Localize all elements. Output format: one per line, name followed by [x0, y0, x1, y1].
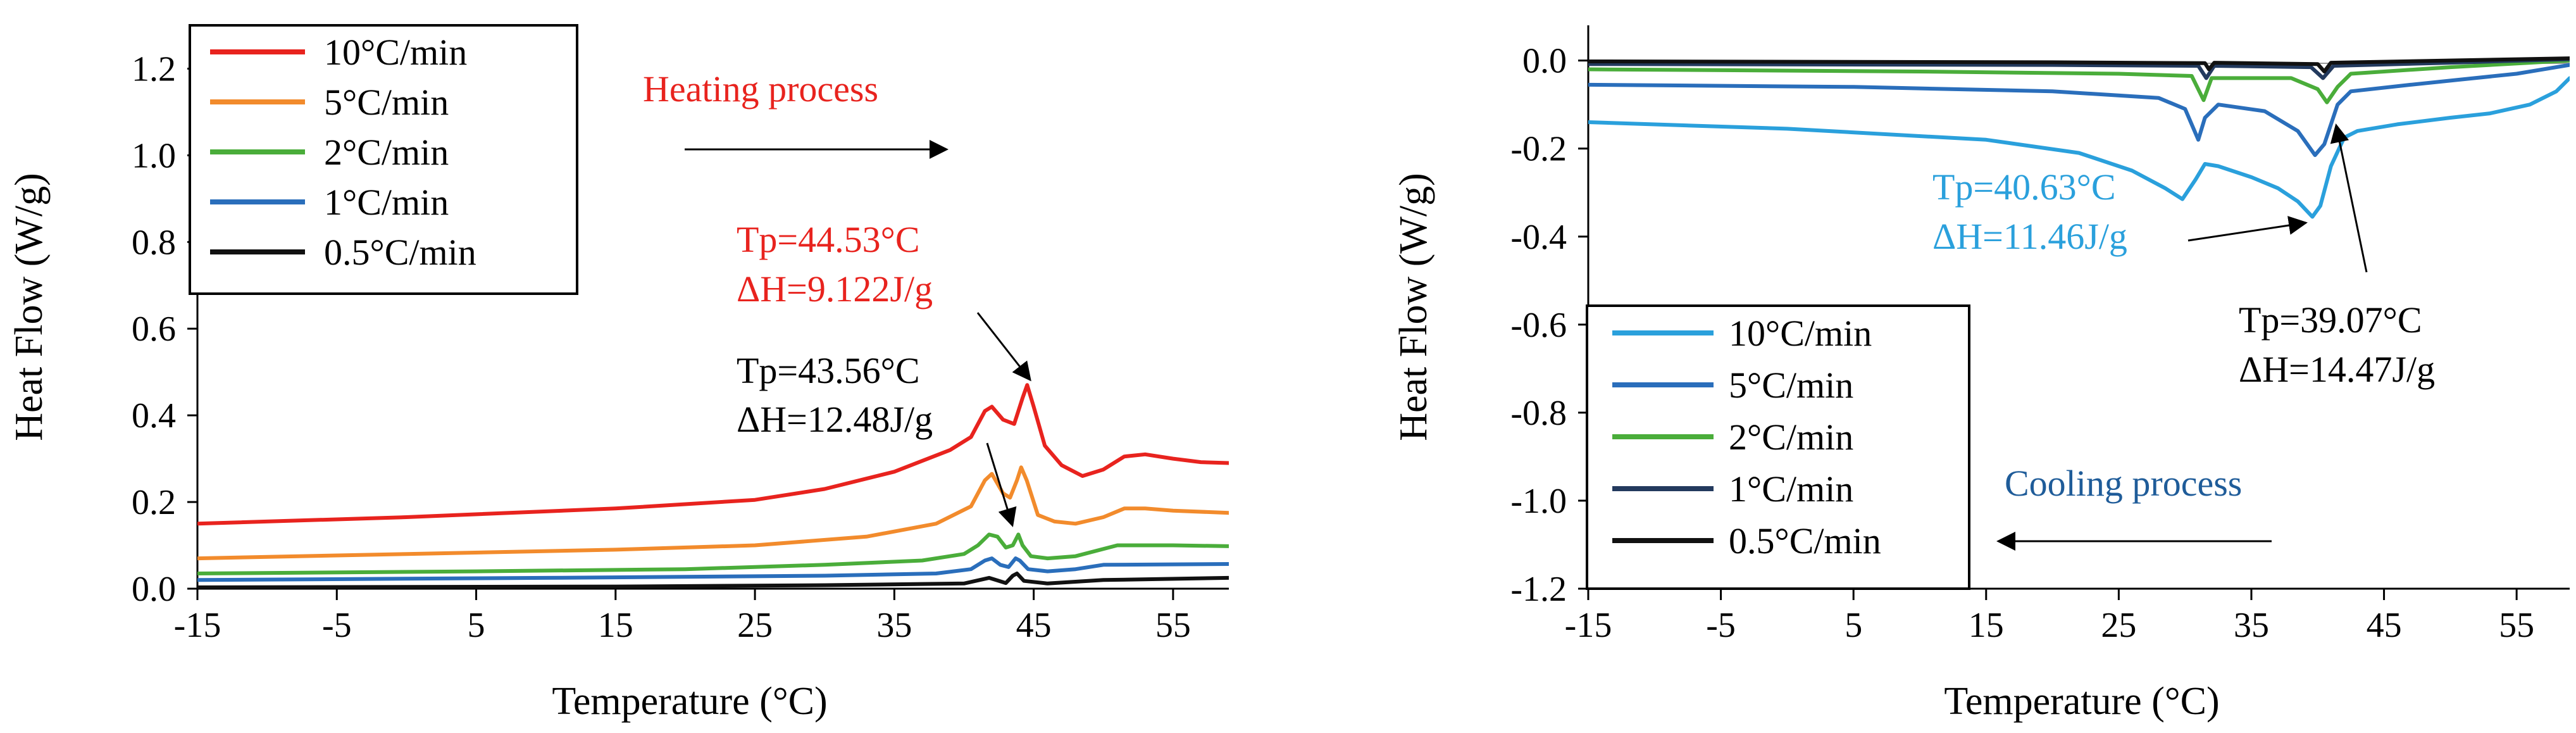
- y-tick-label: -0.2: [1510, 130, 1567, 169]
- legend-label: 1°C/min: [324, 182, 449, 223]
- heating-chart: -15 -5 5 15 25 35 45 55 0.0 0.2 0.4 0.6 0.8 1.0 1.2 T…: [8, 24, 1229, 723]
- cooling-legend: 10°C/min 5°C/min 2°C/min 1°C/min 0.5°C/min: [1586, 304, 1970, 590]
- y-tick-label: 0.0: [1522, 42, 1567, 81]
- x-tick-label: 5: [1845, 606, 1862, 645]
- legend-label: 0.5°C/min: [1729, 520, 1881, 561]
- x-tick-label: 35: [2234, 606, 2269, 645]
- y-tick-label: 0.6: [132, 310, 176, 349]
- legend-label: 10°C/min: [324, 32, 467, 73]
- heating-peak2-dh: ΔH=12.48J/g: [737, 399, 933, 440]
- x-tick-label: -15: [174, 606, 221, 645]
- heating-peak2-tp: Tp=43.56°C: [737, 350, 920, 391]
- y-tick-label: 0.2: [132, 483, 176, 522]
- heating-legend: 10°C/min 5°C/min 2°C/min 1°C/min 0.5°C/min: [189, 24, 578, 295]
- series-line-1Cmin: [1588, 57, 2570, 80]
- cooling-x-ticks: -15 -5 5 15 25 35 45 55: [1565, 589, 2534, 645]
- x-tick-label: 15: [598, 606, 633, 645]
- heating-peak2-arrow: [986, 442, 1017, 527]
- heating-x-ticks: -15 -5 5 15 25 35 45 55: [174, 589, 1191, 645]
- x-tick-label: 25: [737, 606, 773, 645]
- cooling-series: [1588, 56, 2570, 219]
- y-tick-label: -1.2: [1510, 570, 1567, 609]
- cooling-y-axis-title: Heat Flow (W/g): [1392, 173, 1435, 441]
- heating-legend-box: [189, 24, 578, 295]
- x-tick-label: 5: [468, 606, 485, 645]
- x-tick-label: -15: [1565, 606, 1612, 645]
- heating-y-ticks: 0.0 0.2 0.4 0.6 0.8 1.0 1.2: [132, 49, 197, 609]
- y-tick-label: -0.8: [1510, 394, 1567, 433]
- x-tick-label: 55: [1155, 606, 1191, 645]
- y-tick-label: -0.6: [1510, 306, 1567, 345]
- legend-label: 1°C/min: [1729, 468, 1853, 510]
- series-line-1Cmin: [197, 556, 1229, 582]
- legend-label: 0.5°C/min: [324, 232, 476, 273]
- cooling-peak1-dh: ΔH=11.46J/g: [1932, 216, 2127, 257]
- legend-label: 10°C/min: [1729, 313, 1872, 354]
- series-line-5Cmin: [197, 465, 1229, 561]
- x-tick-label: 55: [2499, 606, 2534, 645]
- heating-y-axis-title: Heat Flow (W/g): [8, 173, 51, 441]
- cooling-chart: -15 -5 5 15 25 35 45 55 0.0 -0.2 -0.4 -0.6 -0.8 -1.0…: [1392, 25, 2570, 723]
- heating-series: [197, 383, 1229, 589]
- x-tick-label: 45: [1016, 606, 1052, 645]
- x-tick-label: 45: [2367, 606, 2402, 645]
- cooling-y-ticks: 0.0 -0.2 -0.4 -0.6 -0.8 -1.0 -1.2: [1510, 42, 1588, 609]
- series-line-2Cmin: [197, 532, 1229, 575]
- y-tick-label: 0.0: [132, 570, 176, 609]
- cooling-peak2-tp: Tp=39.07°C: [2239, 299, 2422, 341]
- heating-peak1-arrow: [976, 312, 1031, 382]
- heating-x-axis-title: Temperature (°C): [552, 680, 827, 723]
- x-tick-label: -5: [322, 606, 352, 645]
- series-line-2Cmin: [1588, 58, 2570, 104]
- cooling-peak2-arrow: [2330, 123, 2368, 273]
- y-tick-label: 0.8: [132, 223, 176, 262]
- cooling-peak1-tp: Tp=40.63°C: [1932, 166, 2116, 208]
- cooling-x-axis-title: Temperature (°C): [1944, 680, 2219, 723]
- cooling-peak2-dh: ΔH=14.47J/g: [2239, 349, 2435, 390]
- y-tick-label: 1.0: [132, 136, 176, 175]
- series-line-5Cmin: [1588, 63, 2570, 158]
- legend-label: 2°C/min: [324, 132, 449, 173]
- y-tick-label: 1.2: [132, 49, 176, 89]
- legend-label: 2°C/min: [1729, 417, 1853, 458]
- y-tick-label: 0.4: [132, 396, 176, 435]
- y-tick-label: -1.0: [1510, 482, 1567, 521]
- series-line-0.5Cmin: [1588, 56, 2570, 73]
- series-line-10Cmin: [1588, 76, 2570, 219]
- series-line-0.5Cmin: [197, 572, 1229, 589]
- legend-label: 5°C/min: [324, 82, 449, 123]
- x-tick-label: 25: [2101, 606, 2136, 645]
- heating-process-label: Heating process: [643, 68, 878, 110]
- cooling-peak1-arrow: [2187, 216, 2308, 242]
- series-line-10Cmin: [197, 383, 1229, 526]
- legend-label: 5°C/min: [1729, 365, 1853, 406]
- x-tick-label: 15: [1969, 606, 2004, 645]
- heating-peak1-dh: ΔH=9.122J/g: [737, 268, 933, 310]
- heating-peak1-tp: Tp=44.53°C: [737, 219, 920, 260]
- x-tick-label: 35: [876, 606, 912, 645]
- x-tick-label: -5: [1706, 606, 1736, 645]
- cooling-process-label: Cooling process: [2005, 463, 2242, 504]
- y-tick-label: -0.4: [1510, 218, 1567, 257]
